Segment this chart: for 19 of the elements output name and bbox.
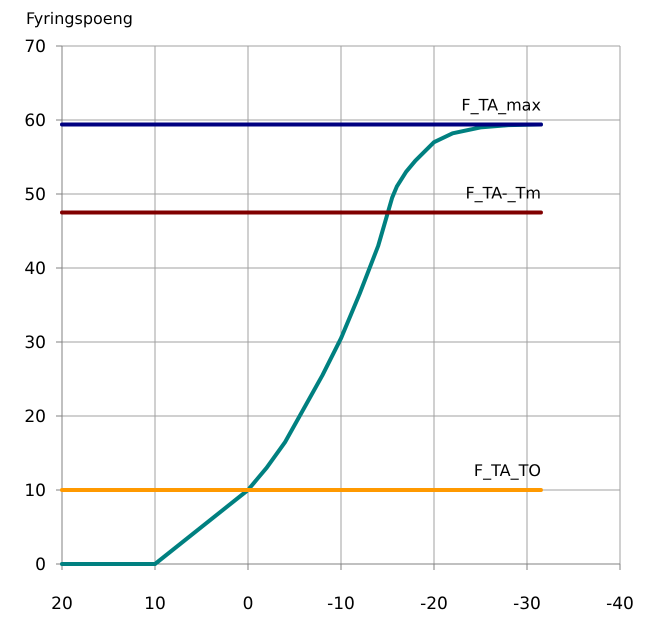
series-label: F_TA_max bbox=[461, 95, 541, 114]
x-tick-label: -10 bbox=[327, 594, 355, 614]
y-tick-label: 30 bbox=[24, 332, 46, 353]
x-tick-label: -20 bbox=[420, 594, 448, 614]
y-tick-label: 0 bbox=[35, 554, 46, 575]
x-tick-label: 10 bbox=[144, 594, 166, 614]
x-tick-label: 20 bbox=[51, 594, 73, 614]
y-tick-label: 50 bbox=[24, 184, 46, 205]
y-tick-label: 10 bbox=[24, 480, 46, 501]
x-tick-label: -40 bbox=[606, 594, 634, 614]
y-tick-label: 70 bbox=[24, 36, 46, 57]
y-tick-label: 60 bbox=[24, 110, 46, 131]
series-label: F_TA_TO bbox=[474, 461, 541, 480]
x-tick-label: -30 bbox=[513, 594, 541, 614]
y-tick-label: 40 bbox=[24, 258, 46, 279]
series-label: F_TA-_Tm bbox=[465, 184, 541, 202]
y-axis-title: Fyringspoeng bbox=[26, 9, 133, 28]
y-tick-label: 20 bbox=[24, 406, 46, 427]
x-tick-label: 0 bbox=[242, 594, 254, 614]
